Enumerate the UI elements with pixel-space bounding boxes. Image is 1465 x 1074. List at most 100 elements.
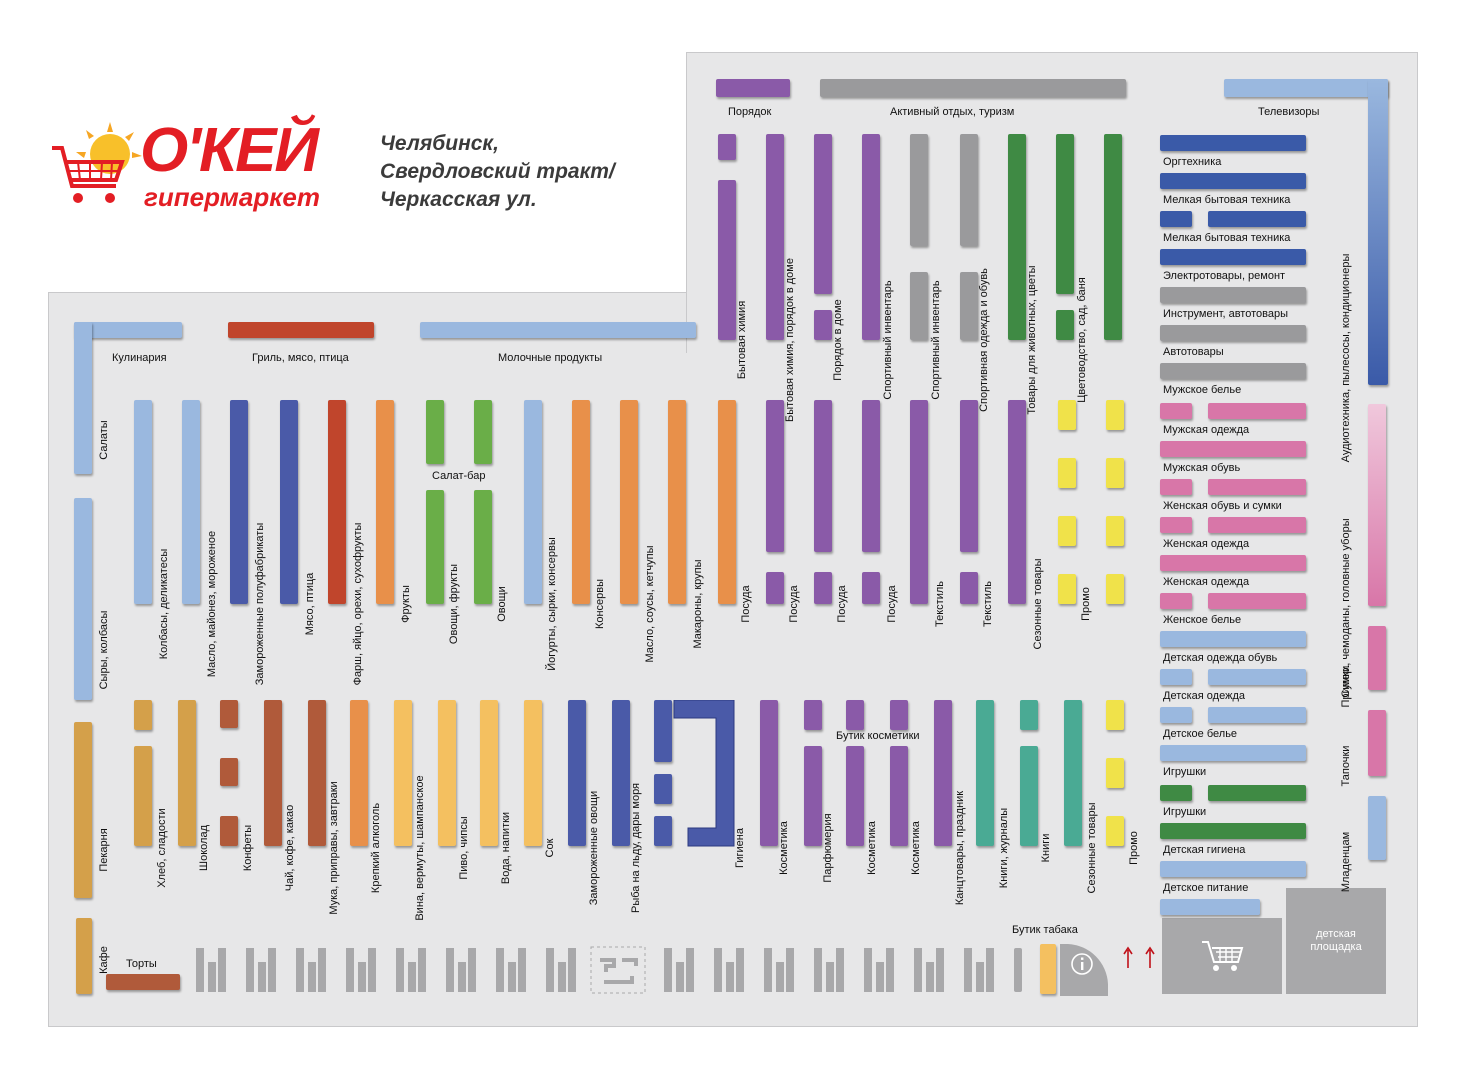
rack-tekstil-2: [1008, 400, 1026, 604]
rack-zhen-obuv-a: [1160, 517, 1192, 533]
rack-pivo: [480, 700, 498, 846]
rack-igrushki-a: [1160, 785, 1192, 801]
checkout-11: [764, 948, 794, 992]
rack-poryadok: [716, 79, 790, 97]
rack-makarony: [668, 400, 686, 604]
rack-hleb-a: [134, 700, 152, 730]
label-butik-tabaka: Бутик табака: [1012, 924, 1078, 936]
info-icon[interactable]: [1060, 944, 1110, 996]
rack-shokolad-a: [220, 700, 238, 728]
label-zamorozh-pf: Замороженные полуфабрикаты: [254, 522, 266, 686]
rack-televizory: [1224, 79, 1388, 97]
rack-zhen-odezhda-1: [1160, 555, 1306, 571]
label-promo-1: Промо: [1080, 587, 1092, 621]
logo-name: О'КЕЙ: [140, 116, 319, 185]
rack-zhen-obuv-b: [1208, 517, 1306, 533]
rack-krepkiy: [394, 700, 412, 846]
rack-sumki: [1368, 404, 1386, 606]
rack-det-belye: [1160, 745, 1306, 761]
label-aisle-19: Детское питание: [1163, 882, 1249, 894]
rack-kafe: [76, 918, 92, 994]
rack-posuda-3b: [862, 572, 880, 604]
label-knigi-zhurnaly: Книги, журналы: [998, 807, 1010, 889]
rack-kosm-d: [890, 746, 908, 846]
rack-voda: [524, 700, 542, 846]
rack-cvety-a: [1056, 134, 1074, 294]
label-playground: детская площадка: [1310, 928, 1362, 953]
label-posuda-2: Посуда: [788, 585, 800, 623]
rack-zhen-odezhda-2a: [1160, 593, 1192, 609]
rack-zamorozh-ovoshi: [612, 700, 630, 846]
rack-sport-b2: [910, 272, 928, 340]
label-vina: Вина, вермуты, шампанское: [414, 775, 426, 921]
label-sezonnye-2: Сезонные товары: [1086, 802, 1098, 894]
rack-sportodezhda-2: [960, 272, 978, 340]
rack-avto-2: [1160, 363, 1306, 379]
label-aisle-17: Игрушки: [1163, 806, 1207, 818]
rack-ryba-c: [654, 816, 672, 846]
label-posuda-3: Посуда: [836, 585, 848, 623]
label-aisle-12: Женское белье: [1163, 614, 1242, 626]
label-voda: Вода, напитки: [500, 811, 512, 885]
rack-kosm-b: [804, 746, 822, 846]
shopping-cart-icon: [1202, 941, 1244, 971]
rack-sezon-3: [1058, 516, 1076, 546]
label-kosmetika-2: Косметика: [866, 821, 878, 875]
rack-bh-small: [718, 134, 736, 160]
rack-knigi-a: [1020, 700, 1038, 730]
rack-ovoshi-frukty: [474, 490, 492, 604]
rack-det-odezhda-a: [1160, 707, 1192, 723]
rack-frukty: [426, 490, 444, 604]
label-aisle-3: Электротовары, ремонт: [1163, 270, 1286, 282]
fish-counter: [673, 700, 735, 847]
rack-parfyum-b: [846, 746, 864, 846]
rack-muzh-odezhda: [1160, 441, 1306, 457]
rack-zhen-odezhda-2b: [1208, 593, 1306, 609]
rack-sok: [568, 700, 586, 846]
rack-mbt-2a: [1160, 211, 1192, 227]
rack-chay: [308, 700, 326, 846]
rack-poryadok-dom-a: [814, 134, 832, 294]
rack-det-pitanie: [1160, 899, 1260, 915]
label-kafe: Кафе: [98, 946, 110, 974]
cart-logo-icon: [52, 122, 142, 203]
rack-yogurty: [524, 400, 542, 604]
rack-primer: [1368, 626, 1386, 690]
rack-knigi-b: [1020, 746, 1038, 846]
label-kolbasy: Колбасы, деликатесы: [158, 548, 170, 660]
rack-sezon-6: [1106, 758, 1124, 788]
label-aisle-15: Детское белье: [1163, 728, 1238, 740]
rack-vina: [438, 700, 456, 846]
rack-promo-2: [1106, 458, 1124, 488]
label-farsh: Фарш, яйцо, орехи, сухофрукты: [352, 522, 364, 686]
rack-zhen-belye: [1160, 631, 1306, 647]
label-kosmetika-1: Косметика: [778, 821, 790, 875]
checkout-10: [714, 948, 744, 992]
label-chay: Чай, кофе, какао: [284, 804, 296, 892]
label-sportodezhda: Спортивная одежда и обувь: [978, 268, 990, 412]
rack-posuda-3a: [862, 400, 880, 552]
label-ryba: Рыба на льду, дары моря: [630, 782, 642, 914]
rack-sezon-2: [1058, 458, 1076, 488]
label-salatbar: Салат-бар: [432, 470, 486, 482]
label-ovoshi-frukty: Овощи, фрукты: [448, 563, 460, 645]
label-tekstil-2: Текстиль: [982, 581, 994, 627]
label-aisle-4: Инструмент, автотовары: [1163, 308, 1288, 320]
checkout-3: [296, 948, 326, 992]
label-aktivnyi: Активный отдых, туризм: [890, 106, 1015, 118]
label-aisle-16: Игрушки: [1163, 766, 1207, 778]
rack-farsh: [376, 400, 394, 604]
rack-konservy: [572, 400, 590, 604]
rack-zhivotnye: [1008, 134, 1026, 340]
rack-avtotovary: [1160, 325, 1306, 341]
label-makarony: Макароны, крупы: [692, 559, 704, 649]
rack-parfyum-a: [846, 700, 864, 730]
floor-seam: [687, 290, 1415, 294]
rack-orgtehnika: [1160, 135, 1306, 151]
logo-subtitle: гипермаркет: [144, 182, 320, 212]
rack-maslo-sousy: [620, 400, 638, 604]
label-sport-b: Спортивный инвентарь: [930, 280, 942, 400]
location-line-3: Черкасская ул.: [380, 188, 537, 211]
playground: [1286, 888, 1386, 994]
